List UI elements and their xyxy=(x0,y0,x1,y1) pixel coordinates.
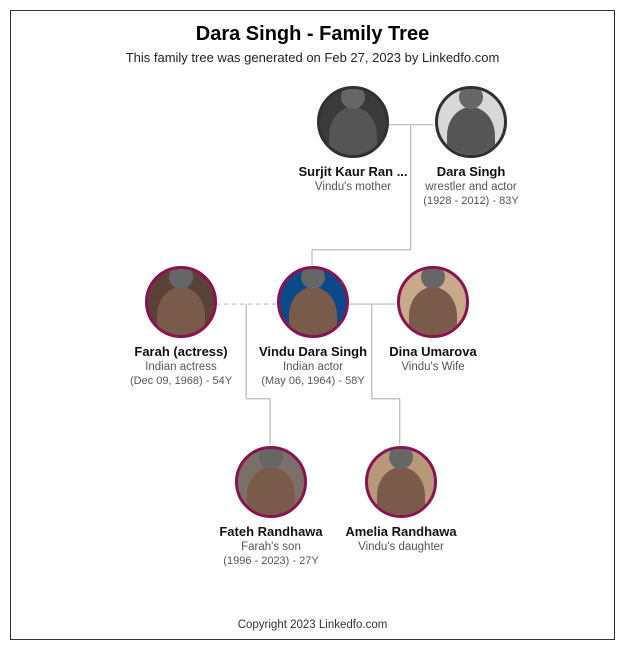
person-dates: (1928 - 2012) - 83Y xyxy=(411,195,531,207)
person-desc: Indian actress xyxy=(121,361,241,373)
avatar xyxy=(317,86,389,158)
person-dates: (Dec 09, 1968) - 54Y xyxy=(121,375,241,387)
person-name: Amelia Randhawa xyxy=(341,524,461,539)
person-desc: wrestler and actor xyxy=(411,181,531,193)
person-farah[interactable]: Farah (actress) Indian actress (Dec 09, 19… xyxy=(121,266,241,387)
person-name: Dina Umarova xyxy=(373,344,493,359)
avatar xyxy=(435,86,507,158)
person-desc: Vindu's mother xyxy=(293,181,413,193)
avatar xyxy=(365,446,437,518)
person-desc: Vindu's daughter xyxy=(341,541,461,553)
avatar xyxy=(277,266,349,338)
avatar xyxy=(145,266,217,338)
person-desc: Farah's son xyxy=(211,541,331,553)
avatar xyxy=(397,266,469,338)
person-desc: Vindu's Wife xyxy=(373,361,493,373)
person-dina[interactable]: Dina Umarova Vindu's Wife xyxy=(373,266,493,373)
person-name: Fateh Randhawa xyxy=(211,524,331,539)
person-desc: Indian actor xyxy=(253,361,373,373)
person-dates: (1996 - 2023) - 27Y xyxy=(211,555,331,567)
person-father[interactable]: Dara Singh wrestler and actor (1928 - 2012… xyxy=(411,86,531,207)
page-subtitle: This family tree was generated on Feb 27… xyxy=(11,50,614,65)
copyright-text: Copyright 2023 Linkedfo.com xyxy=(11,619,614,631)
family-tree-frame: Dara Singh - Family Tree This family tre… xyxy=(10,10,615,640)
page-title: Dara Singh - Family Tree xyxy=(11,23,614,46)
person-dates: (May 06, 1964) - 58Y xyxy=(253,375,373,387)
person-mother[interactable]: Surjit Kaur Ran ... Vindu's mother xyxy=(293,86,413,193)
avatar xyxy=(235,446,307,518)
person-amelia[interactable]: Amelia Randhawa Vindu's daughter xyxy=(341,446,461,553)
person-name: Vindu Dara Singh xyxy=(253,344,373,359)
person-name: Surjit Kaur Ran ... xyxy=(293,164,413,179)
person-name: Dara Singh xyxy=(411,164,531,179)
person-vindu[interactable]: Vindu Dara Singh Indian actor (May 06, 196… xyxy=(253,266,373,387)
person-name: Farah (actress) xyxy=(121,344,241,359)
person-fateh[interactable]: Fateh Randhawa Farah's son (1996 - 2023) -… xyxy=(211,446,331,567)
